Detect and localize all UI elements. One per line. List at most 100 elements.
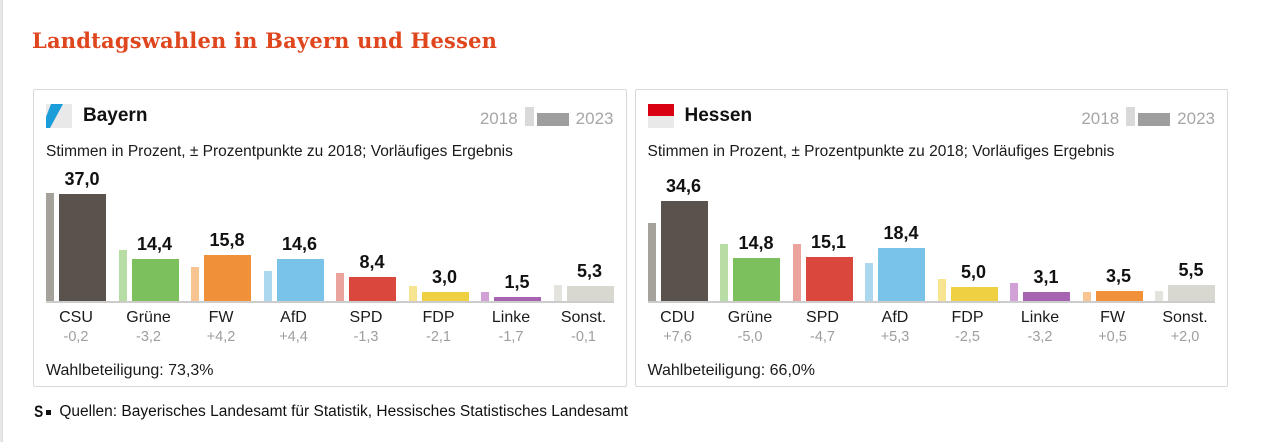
bar-2023 <box>1095 290 1143 301</box>
party-delta: -2,5 <box>955 329 980 345</box>
category-label-group: SPD -1,3 <box>336 309 396 345</box>
bar-group: 5,5 <box>1155 189 1215 301</box>
bar-2018 <box>263 271 272 301</box>
value-label: 37,0 <box>64 168 100 189</box>
bar-2018 <box>1010 282 1018 301</box>
bar-2018 <box>1155 290 1163 301</box>
turnout-text: Wahlbeteiligung: 66,0% <box>647 362 816 379</box>
party-name: Linke <box>1020 309 1060 326</box>
category-label-group: FW +0,5 <box>1083 309 1143 345</box>
bar-2018 <box>792 243 801 301</box>
bar-2018 <box>937 279 946 301</box>
bar-2023 <box>805 257 853 301</box>
value-label: 18,4 <box>883 222 919 243</box>
category-label-group: SPD -4,7 <box>793 309 853 345</box>
legend-2018-label: 2018 <box>1081 108 1120 128</box>
legend-2023-label: 2023 <box>575 108 614 128</box>
party-delta: -3,2 <box>1027 329 1053 345</box>
party-delta: -4,7 <box>810 329 835 345</box>
legend-2018-label: 2018 <box>479 108 518 128</box>
page-title: Landtagswahlen in Bayern und Hessen <box>32 28 498 53</box>
party-delta: +5,3 <box>880 329 910 345</box>
bar-group: 14,8 <box>720 189 780 301</box>
bar-2018 <box>481 291 489 301</box>
party-delta: -5,0 <box>737 329 763 345</box>
bar-2018 <box>336 272 344 301</box>
party-name: Sonst. <box>1162 309 1208 326</box>
party-name: CSU <box>59 309 93 326</box>
card-header: Hessen 2018 2023 <box>647 102 1215 130</box>
value-label: 34,6 <box>665 175 702 196</box>
bar-group: 15,8 <box>191 189 251 301</box>
category-label-group: CSU -0,2 <box>46 309 106 345</box>
party-name: SPD <box>806 309 839 326</box>
bar-2023 <box>59 193 106 301</box>
bar-group: 3,0 <box>408 189 469 301</box>
legend-2018-swatch <box>1126 106 1136 126</box>
charts-container: Bayern 2018 2023 Stimmen in Prozent, ± P… <box>33 89 1228 387</box>
bar-2018 <box>118 249 127 301</box>
bar-2023 <box>349 276 396 301</box>
bar-group: 5,3 <box>553 189 614 301</box>
bar-2023 <box>566 285 614 301</box>
bayern-chart-card: Bayern 2018 2023 Stimmen in Prozent, ± P… <box>33 89 627 387</box>
party-name: Sonst. <box>560 309 607 326</box>
party-name: Linke <box>491 309 531 326</box>
bar-2023 <box>204 255 251 301</box>
category-label-group: FDP -2,5 <box>938 309 998 345</box>
value-label: 14,4 <box>136 234 173 255</box>
party-delta: +7,6 <box>663 329 692 345</box>
party-name: FW <box>208 309 234 326</box>
party-delta: -0,2 <box>63 329 89 345</box>
bar-2018 <box>191 267 199 301</box>
bar-chart-area: 34,6 14,8 15,1 18,4 5,0 3,1 3,5 5,5 <box>647 176 1215 303</box>
party-delta: +4,4 <box>279 329 308 345</box>
value-label: 14,8 <box>738 233 774 254</box>
turnout-text: Wahlbeteiligung: 73,3% <box>46 362 214 379</box>
bar-chart-area: 37,0 14,4 15,8 14,6 8,4 3,0 1,5 5,3 <box>46 169 614 303</box>
bar-2023 <box>733 258 780 301</box>
category-axis: CSU -0,2 Grüne -3,2 FW +4,2 AfD +4,4 SPD -1,3 FDP -… <box>46 309 614 345</box>
bar-group: 8,4 <box>336 189 396 301</box>
region-title: Hessen <box>684 105 753 126</box>
legend-2023-label: 2023 <box>1177 108 1215 128</box>
party-delta: -1,7 <box>498 329 524 345</box>
bar-2023 <box>276 258 324 301</box>
hessen-flag-icon <box>647 104 674 128</box>
category-label-group: Sonst. +2,0 <box>1155 309 1215 345</box>
party-delta: -1,3 <box>353 329 379 345</box>
category-axis: CDU +7,6 Grüne -5,0 SPD -4,7 AfD +5,3 FDP -2,5 Lin… <box>648 309 1216 345</box>
source-footer: S Quellen: Bayerisches Landesamt für Sta… <box>33 402 628 422</box>
category-label-group: Grüne -3,2 <box>119 309 179 345</box>
bar-2018 <box>865 263 873 301</box>
bar-2023 <box>131 259 179 301</box>
bar-group: 3,1 <box>1010 189 1070 301</box>
category-label-group: Grüne -5,0 <box>720 309 780 345</box>
bar-group: 14,6 <box>263 189 324 301</box>
bar-2018 <box>720 243 728 301</box>
value-label: 3,0 <box>431 267 458 288</box>
party-name: AfD <box>280 309 307 326</box>
bar-group: 34,6 <box>647 176 708 301</box>
party-name: SPD <box>349 309 383 326</box>
bar-2018 <box>647 222 656 301</box>
category-label-group: AfD +4,4 <box>264 309 324 345</box>
bar-2023 <box>1168 285 1215 301</box>
bar-group: 15,1 <box>792 189 853 301</box>
bar-2023 <box>660 200 708 301</box>
bar-group: 1,5 <box>481 189 541 301</box>
bar-group: 3,5 <box>1082 189 1143 301</box>
value-label: 5,0 <box>960 261 987 282</box>
bar-group: 18,4 <box>865 189 925 301</box>
bar-2023 <box>421 292 469 301</box>
value-label: 3,1 <box>1033 267 1059 288</box>
legend-2023-swatch <box>536 112 569 126</box>
party-name: CDU <box>660 309 695 326</box>
party-name: AfD <box>881 309 909 326</box>
chart-legend: 2018 2023 <box>1081 106 1215 128</box>
category-label-group: Sonst. -0,1 <box>554 309 614 345</box>
party-delta: +4,2 <box>206 329 236 345</box>
source-text: Quellen: Bayerisches Landesamt für Stati… <box>59 403 628 420</box>
value-label: 5,3 <box>576 260 603 281</box>
bar-group: 14,4 <box>118 189 179 301</box>
